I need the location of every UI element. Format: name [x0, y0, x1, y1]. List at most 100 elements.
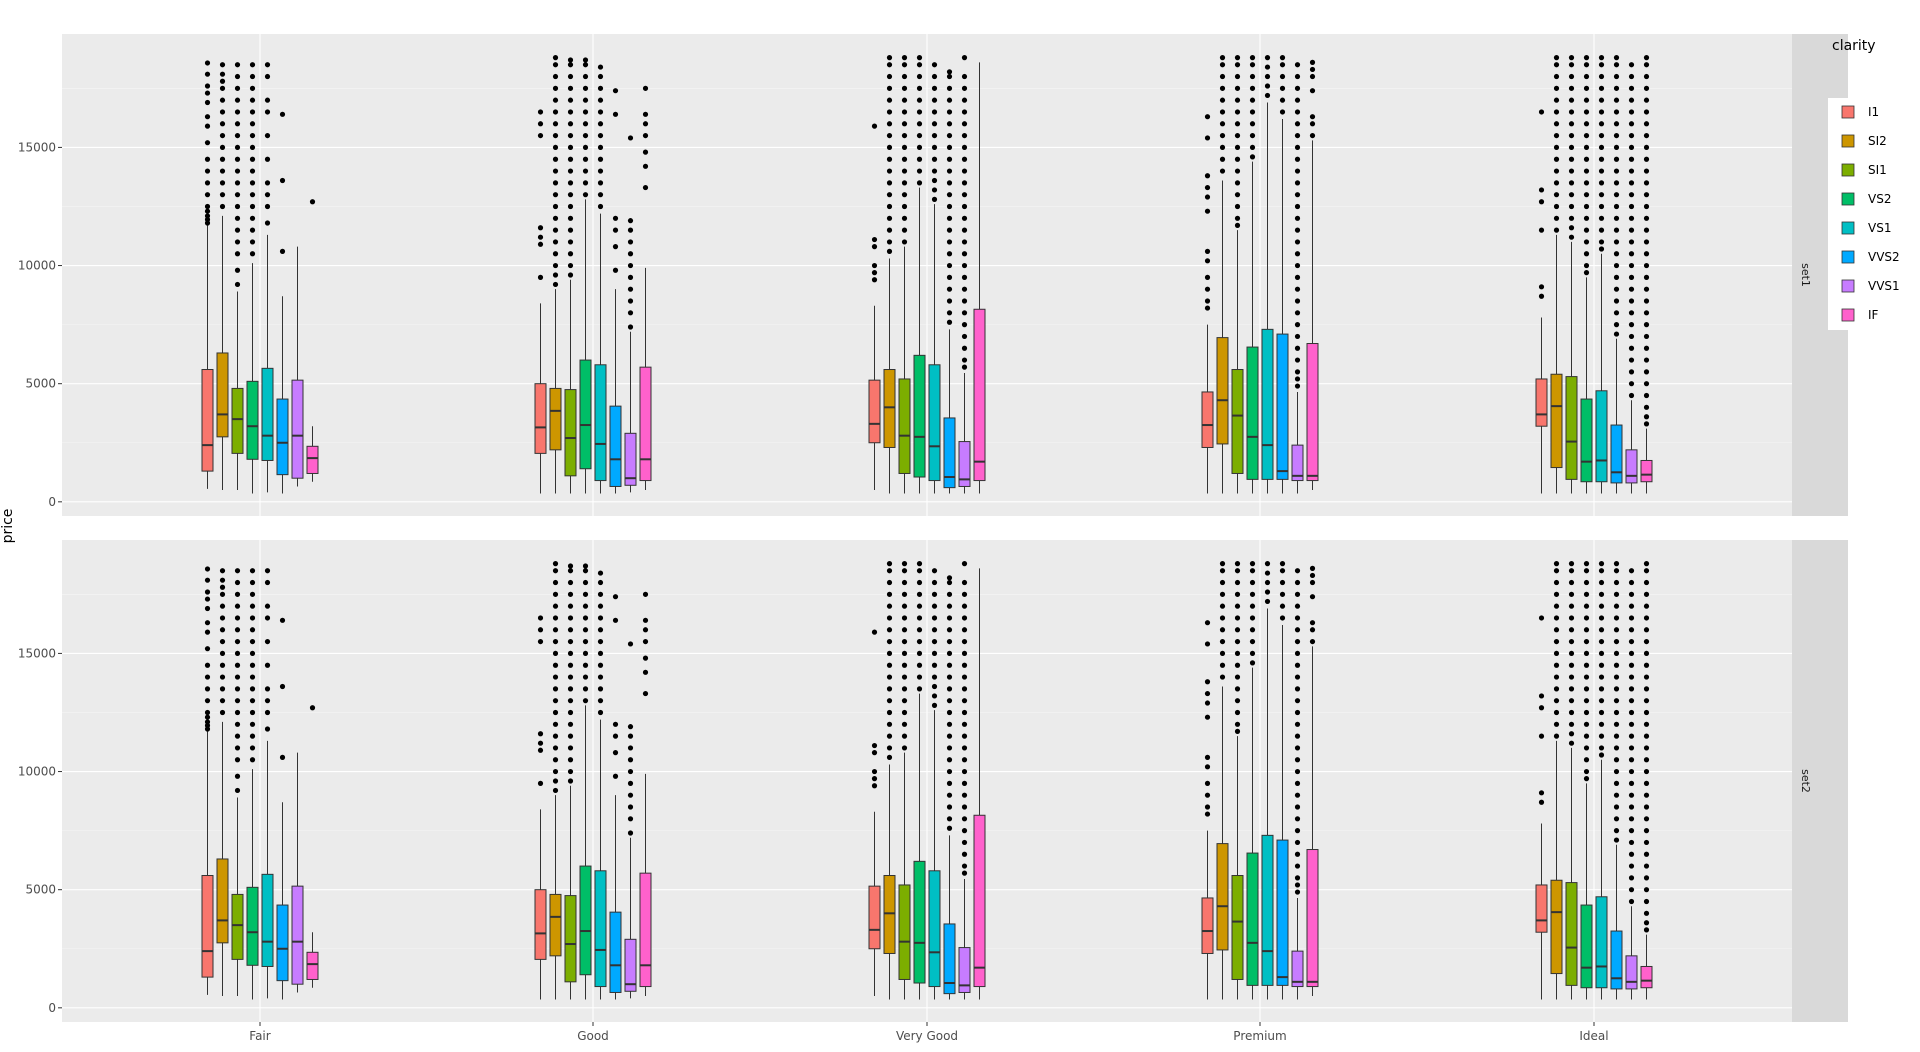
outlier-point: [886, 121, 893, 127]
outlier-point: [1598, 239, 1605, 245]
outlier-point: [1613, 97, 1620, 103]
outlier-point: [234, 662, 241, 668]
outlier-point: [567, 686, 574, 692]
outlier-point: [552, 603, 559, 609]
outlier-point: [1628, 333, 1635, 340]
outlier-point: [961, 322, 968, 328]
outlier-point: [1553, 144, 1560, 151]
box-good-SI1: [564, 57, 577, 494]
outlier-point: [1583, 591, 1590, 597]
outlier-point: [1309, 121, 1316, 127]
outlier-point: [1538, 799, 1545, 805]
outlier-point: [1204, 194, 1211, 200]
outlier-point: [264, 132, 271, 139]
outlier-point: [249, 733, 256, 739]
outlier-point: [1643, 97, 1650, 103]
outlier-point: [1249, 561, 1256, 567]
outlier-point: [886, 180, 893, 186]
outlier-point: [1219, 650, 1226, 657]
outlier-point: [931, 196, 938, 202]
outlier-point: [1598, 579, 1605, 586]
box-very-good-VS1: [928, 568, 941, 1000]
outlier-point: [642, 184, 649, 191]
outlier-point: [1279, 73, 1286, 80]
box-body: [1565, 376, 1578, 480]
outlier-point: [249, 721, 256, 727]
legend-key: [1841, 308, 1855, 322]
outlier-point: [642, 690, 649, 697]
outlier-point: [1294, 650, 1301, 657]
outlier-point: [1234, 662, 1241, 668]
outlier-point: [1249, 109, 1256, 115]
outlier-point: [886, 85, 893, 91]
outlier-point: [204, 629, 211, 635]
outlier-point: [1613, 239, 1620, 245]
outlier-point: [567, 85, 574, 91]
outlier-point: [204, 168, 211, 174]
outlier-point: [567, 156, 574, 162]
outlier-point: [552, 227, 559, 233]
outlier-point: [1204, 679, 1211, 685]
outlier-point: [961, 85, 968, 91]
outlier-point: [946, 768, 953, 775]
outlier-point: [916, 674, 923, 680]
outlier-point: [931, 62, 938, 68]
outlier-point: [946, 73, 953, 80]
outlier-point: [871, 236, 878, 243]
outlier-point: [567, 227, 574, 233]
outlier-point: [1643, 121, 1650, 127]
outlier-point: [234, 97, 241, 103]
outlier-point: [597, 686, 604, 692]
outlier-point: [264, 698, 271, 704]
outlier-point: [597, 650, 604, 657]
outlier-point: [931, 97, 938, 103]
outlier-point: [1613, 227, 1620, 233]
outlier-point: [1294, 591, 1301, 597]
outlier-point: [961, 870, 968, 876]
outlier-point: [1628, 851, 1635, 857]
outlier-point: [567, 757, 574, 763]
outlier-point: [1628, 85, 1635, 91]
outlier-point: [1583, 568, 1590, 574]
outlier-point: [552, 615, 559, 621]
outlier-point: [1219, 638, 1226, 645]
outlier-point: [1568, 203, 1575, 210]
outlier-point: [219, 709, 226, 716]
outlier-point: [1643, 180, 1650, 186]
box-body: [1565, 882, 1578, 986]
box-ideal-VS2: [1580, 55, 1593, 494]
outlier-point: [219, 577, 226, 583]
marks-layer: [201, 55, 1653, 1000]
outlier-point: [961, 73, 968, 80]
outlier-point: [234, 591, 241, 597]
outlier-point: [916, 662, 923, 668]
box-fair-VS2: [246, 568, 259, 1000]
outlier-point: [597, 85, 604, 91]
outlier-point: [901, 85, 908, 91]
outlier-point: [1553, 674, 1560, 680]
outlier-point: [582, 674, 589, 680]
outlier-point: [901, 638, 908, 645]
outlier-point: [642, 617, 649, 623]
outlier-point: [1583, 251, 1590, 257]
outlier-point: [931, 187, 938, 193]
outlier-point: [1583, 144, 1590, 151]
outlier-point: [1568, 731, 1575, 737]
outlier-point: [871, 629, 878, 635]
outlier-point: [886, 215, 893, 221]
outlier-point: [1628, 144, 1635, 151]
outlier-point: [901, 239, 908, 245]
box-fair-SI2: [216, 62, 229, 491]
outlier-point: [961, 638, 968, 645]
box-body: [1595, 896, 1608, 989]
box-body: [216, 352, 229, 438]
outlier-point: [204, 99, 211, 106]
outlier-point: [234, 627, 241, 633]
outlier-point: [1294, 168, 1301, 174]
outlier-point: [1628, 733, 1635, 739]
outlier-point: [1234, 144, 1241, 151]
outlier-point: [249, 686, 256, 692]
y-tick-label: 5000: [25, 883, 56, 897]
outlier-point: [582, 168, 589, 174]
outlier-point: [1628, 638, 1635, 645]
